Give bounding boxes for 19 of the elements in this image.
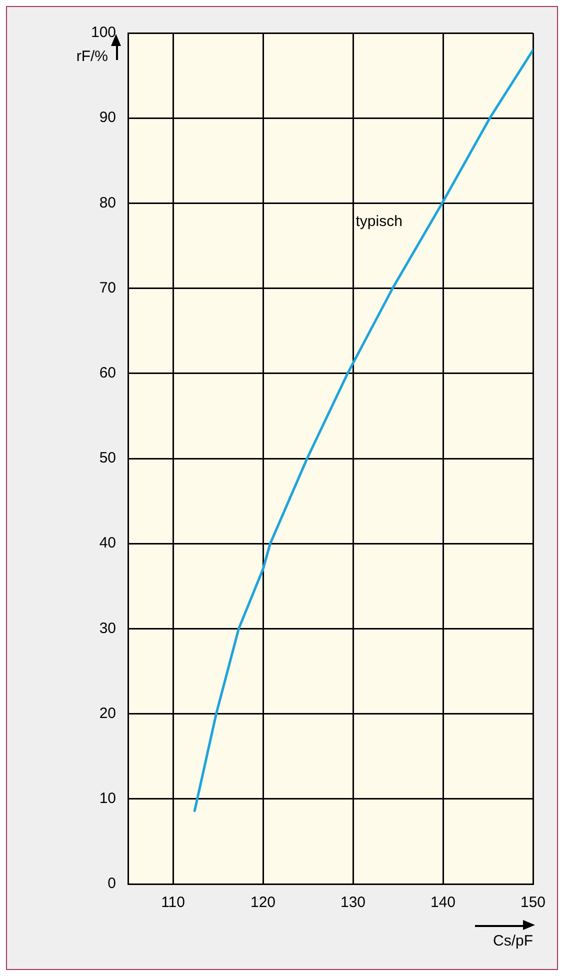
y-tick-label: 10: [99, 790, 116, 808]
x-tick-label: 120: [250, 894, 276, 912]
x-tick-label: 110: [161, 894, 185, 912]
x-tick-label: 130: [340, 894, 366, 912]
y-tick-label: 50: [99, 450, 116, 467]
y-axis-title: rF/%: [76, 48, 108, 66]
y-tick-label: 30: [99, 620, 116, 637]
x-axis-title: Cs/pF: [492, 932, 533, 950]
y-tick-label: 90: [99, 109, 116, 126]
x-tick-label: 150: [520, 894, 546, 912]
y-tick-label: 70: [99, 279, 116, 296]
y-tick-label: 100: [90, 24, 116, 42]
x-tick-label: 140: [430, 894, 456, 912]
y-tick-label: 20: [99, 704, 116, 722]
y-tick-label: 80: [99, 194, 116, 212]
y-tick-label: 40: [99, 534, 116, 552]
y-tick-label: 0: [108, 875, 116, 892]
y-tick-label: 60: [99, 364, 116, 382]
annotation: typisch: [356, 213, 402, 230]
